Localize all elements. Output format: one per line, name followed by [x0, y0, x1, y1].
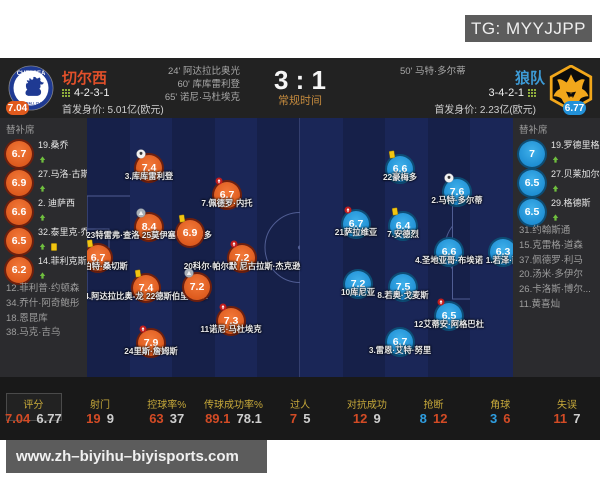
svg-text:CHELSEA: CHELSEA	[17, 71, 46, 77]
